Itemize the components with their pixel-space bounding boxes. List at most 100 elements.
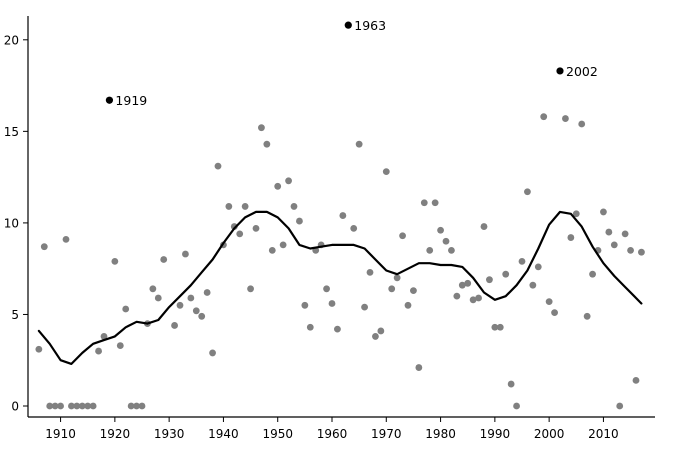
data-point	[562, 115, 569, 122]
data-point	[149, 285, 157, 293]
data-point	[551, 309, 558, 317]
data-point	[350, 225, 358, 232]
data-point	[133, 402, 140, 410]
axes	[27, 16, 655, 418]
data-point	[420, 199, 428, 207]
data-point	[68, 402, 75, 410]
data-point	[46, 402, 54, 410]
data-point	[377, 327, 385, 335]
data-point	[458, 281, 466, 289]
data-point	[116, 342, 124, 349]
data-point	[95, 347, 102, 355]
data-point	[73, 402, 81, 410]
data-point	[40, 243, 48, 251]
data-point	[62, 235, 70, 243]
data-point	[415, 364, 423, 371]
x-tick-label: 1920	[100, 427, 131, 441]
x-tick-label: 1960	[317, 427, 348, 441]
data-point	[274, 182, 282, 190]
data-point	[176, 301, 184, 309]
data-point	[236, 230, 244, 238]
data-point	[198, 312, 206, 320]
data-point	[589, 270, 596, 278]
data-point	[290, 203, 298, 210]
data-point	[334, 325, 341, 333]
data-point	[524, 188, 531, 196]
data-point	[627, 246, 634, 254]
data-point	[209, 349, 216, 357]
data-point	[605, 228, 613, 236]
data-point	[154, 294, 162, 302]
x-tick-label: 1910	[45, 427, 76, 441]
data-point	[111, 257, 119, 265]
data-point	[51, 402, 59, 410]
y-axis-ticks: 0 5 10 15 20	[4, 33, 28, 414]
data-point	[122, 305, 130, 313]
data-point	[138, 402, 146, 410]
data-point	[230, 223, 238, 230]
data-point	[426, 246, 434, 254]
data-point	[410, 287, 417, 295]
data-point	[453, 292, 461, 300]
data-point	[171, 322, 178, 329]
y-tick-label: 10	[4, 216, 19, 230]
data-point	[404, 301, 412, 309]
highlight-label: 1963	[354, 18, 386, 33]
x-axis-ticks: 1910 1920 1930 1940 1950 1960 1970 1980 1990 2000…	[45, 417, 619, 441]
data-point	[578, 120, 586, 128]
data-point	[182, 250, 189, 258]
data-point	[507, 380, 515, 388]
data-point	[279, 241, 287, 249]
highlight-label: 1919	[115, 93, 147, 108]
data-point	[328, 300, 336, 307]
highlighted-point	[344, 21, 352, 29]
highlighted-points: 1919 1963 2002	[105, 18, 598, 108]
data-point	[268, 246, 276, 254]
data-point	[399, 232, 406, 240]
x-tick-label: 2000	[534, 427, 565, 441]
data-point	[78, 402, 86, 410]
y-tick-label: 20	[4, 33, 19, 47]
x-tick-label: 1990	[480, 427, 511, 441]
y-tick-label: 0	[11, 400, 19, 414]
data-point	[57, 402, 64, 410]
data-point	[621, 230, 629, 238]
highlighted-point	[105, 96, 114, 104]
data-point	[263, 140, 271, 148]
data-point	[285, 177, 292, 185]
data-point	[610, 241, 618, 249]
data-point	[545, 298, 553, 306]
data-point	[160, 256, 168, 263]
data-point	[513, 402, 520, 410]
data-point	[361, 303, 368, 311]
data-point	[480, 223, 488, 230]
data-point	[572, 210, 580, 218]
data-point	[258, 124, 265, 132]
data-point	[252, 225, 260, 232]
data-point	[372, 333, 379, 340]
data-point	[437, 226, 444, 234]
data-point	[442, 237, 450, 245]
x-tick-label: 1970	[371, 427, 402, 441]
data-point	[84, 402, 92, 410]
data-point	[89, 402, 97, 410]
data-point	[464, 279, 472, 287]
data-point	[448, 246, 455, 254]
data-point	[583, 312, 591, 320]
x-tick-label: 1930	[154, 427, 185, 441]
data-point	[382, 168, 390, 176]
x-tick-label: 2010	[588, 427, 619, 441]
data-point	[518, 257, 526, 265]
trend-line	[37, 210, 643, 365]
y-tick-label: 15	[4, 125, 19, 139]
data-point	[616, 402, 624, 410]
data-point	[491, 323, 499, 331]
trend-line-group	[37, 210, 643, 365]
data-point	[301, 301, 309, 309]
data-point	[296, 217, 303, 225]
data-point	[475, 294, 482, 302]
data-point	[323, 285, 330, 293]
data-point	[502, 270, 510, 278]
data-point	[339, 212, 347, 219]
data-point	[469, 296, 477, 304]
